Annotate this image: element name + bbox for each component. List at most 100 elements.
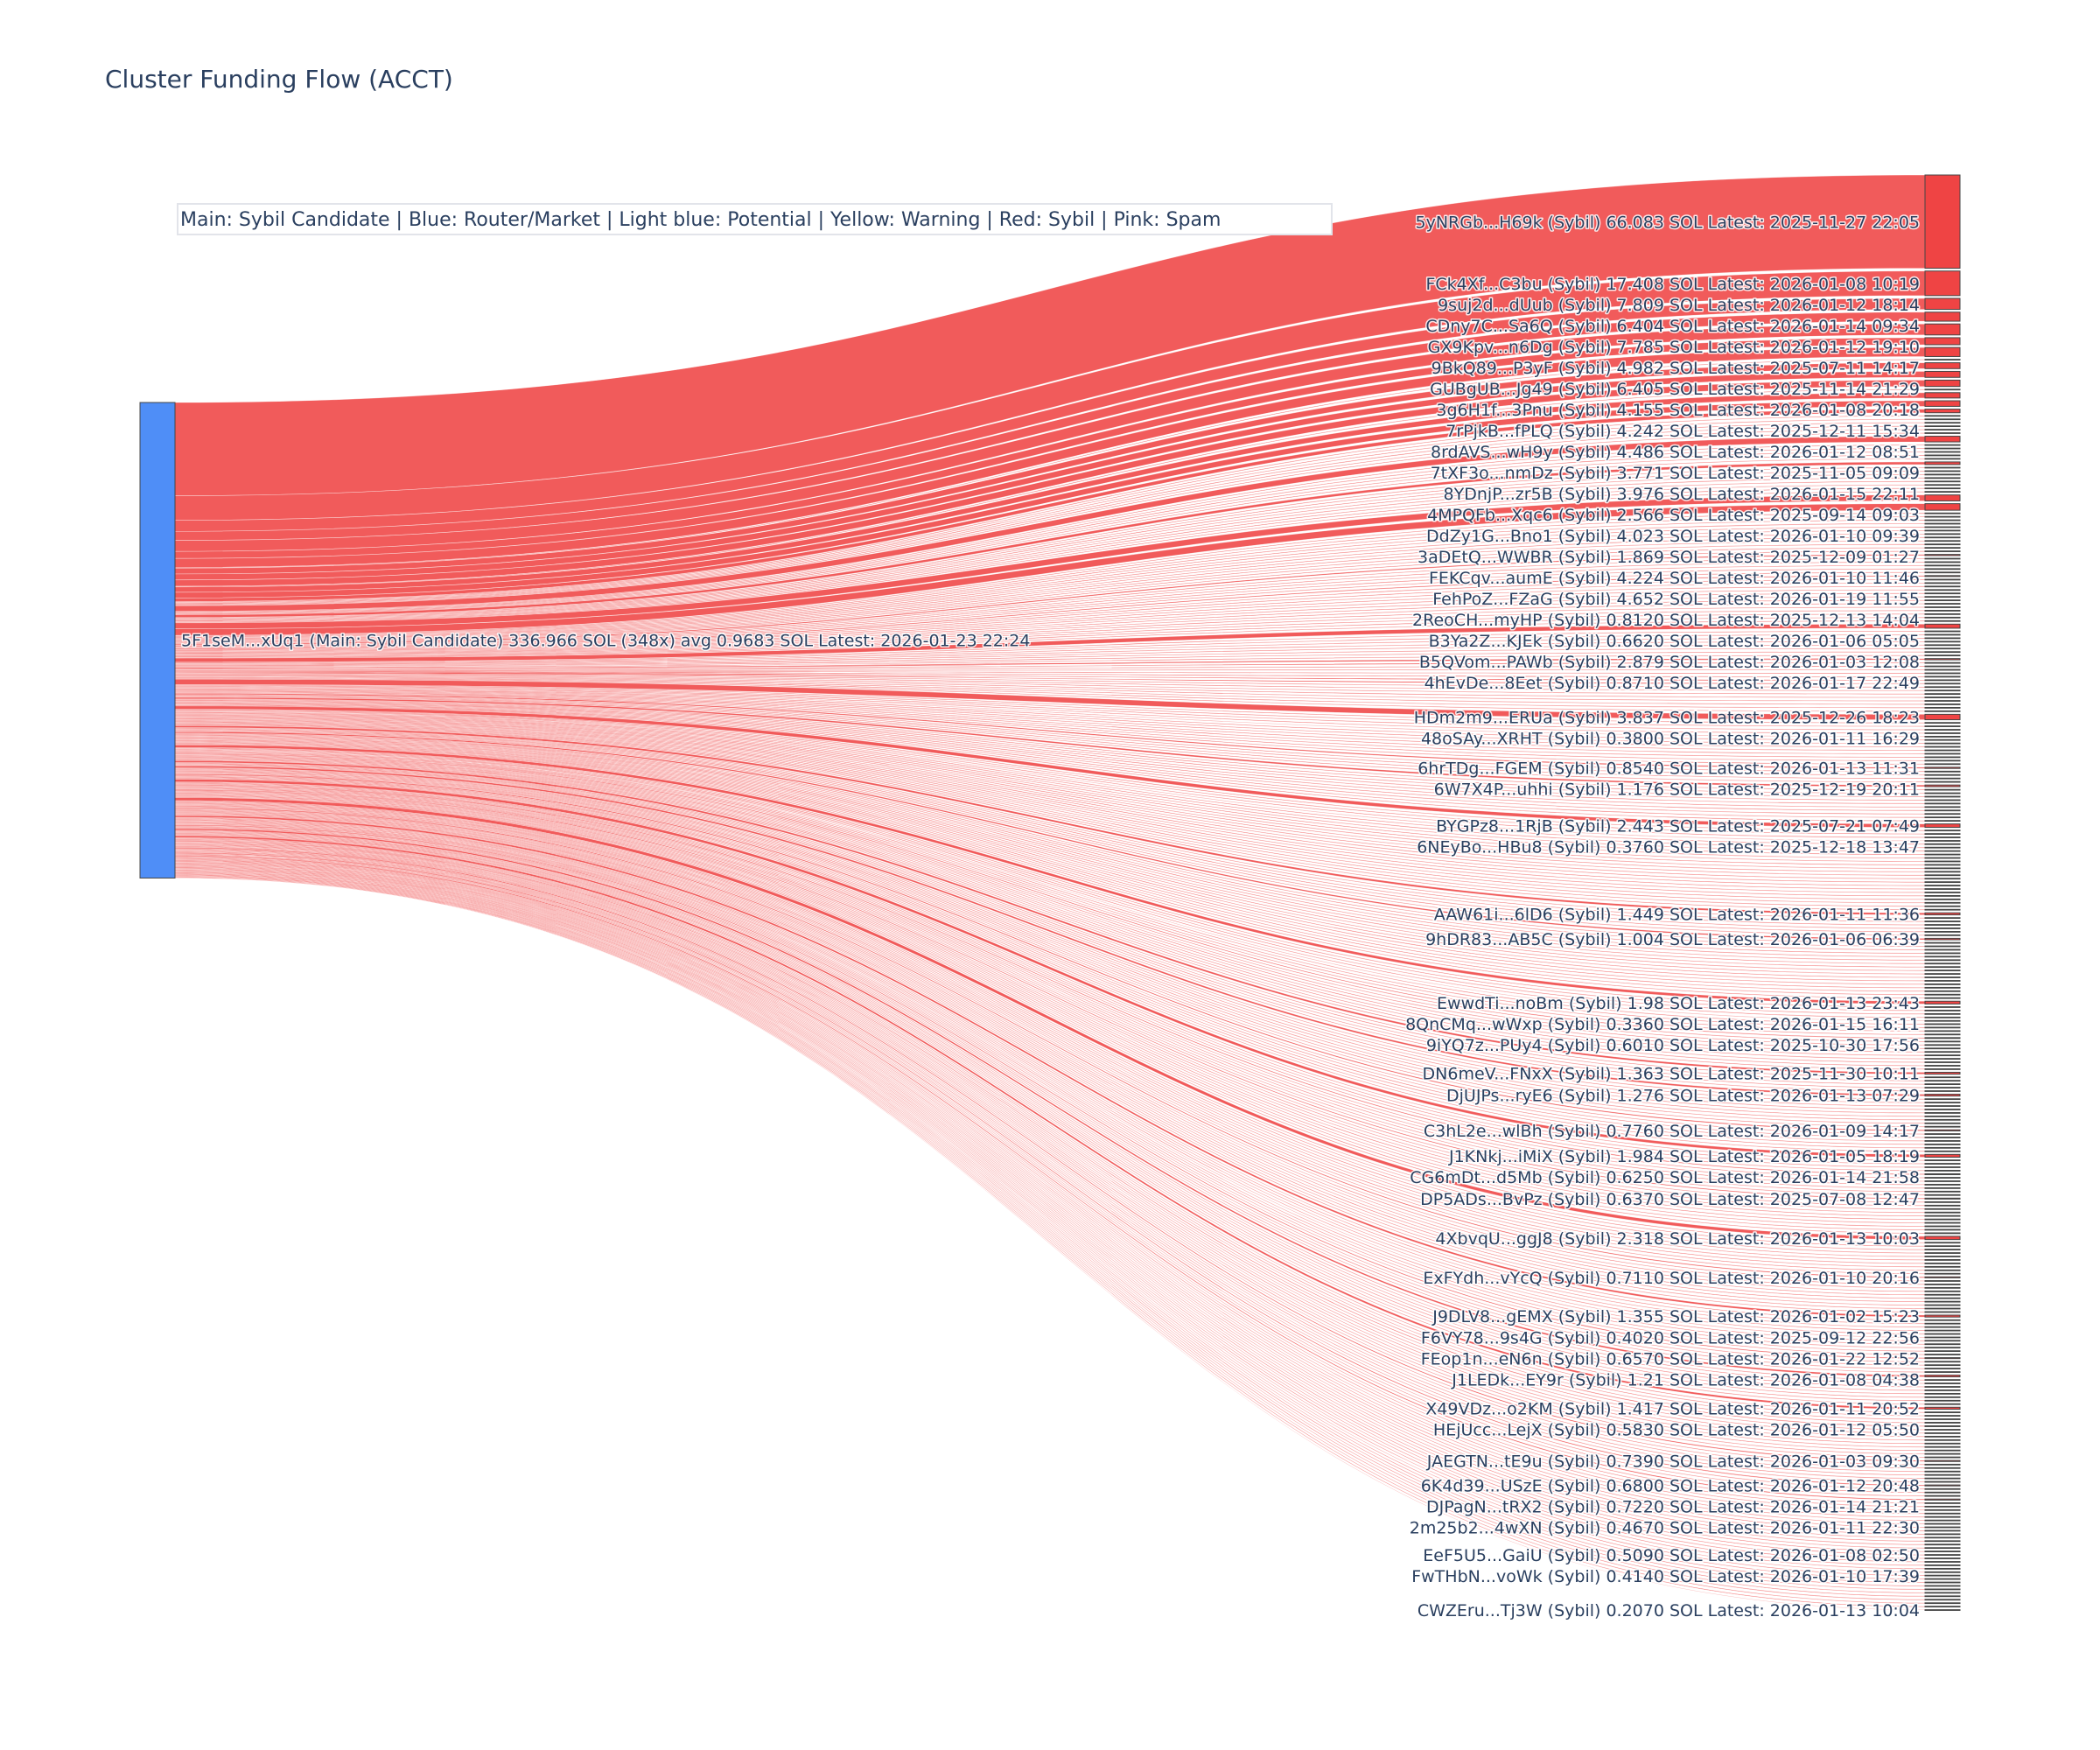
target-node[interactable]	[1924, 1047, 1961, 1050]
target-node[interactable]	[1924, 1578, 1961, 1580]
target-node[interactable]	[1924, 484, 1961, 486]
target-node[interactable]	[1924, 696, 1961, 698]
target-node[interactable]	[1924, 1051, 1961, 1054]
target-node[interactable]	[1924, 651, 1961, 654]
target-node[interactable]	[1924, 710, 1961, 712]
target-node[interactable]	[1924, 1452, 1961, 1455]
target-node[interactable]	[1924, 610, 1961, 612]
target-node[interactable]	[1924, 682, 1961, 685]
target-node[interactable]	[1924, 630, 1961, 633]
target-node[interactable]	[1924, 536, 1961, 539]
target-node[interactable]	[1924, 1558, 1961, 1559]
target-node[interactable]	[1924, 1016, 1961, 1018]
target-node[interactable]	[1924, 1098, 1961, 1101]
target-node[interactable]	[1924, 917, 1961, 920]
target-node[interactable]	[1924, 706, 1961, 709]
target-node[interactable]	[1924, 526, 1961, 528]
target-node[interactable]	[1924, 1286, 1961, 1289]
target-node[interactable]	[1924, 746, 1961, 748]
target-node[interactable]	[1924, 1019, 1961, 1022]
target-node[interactable]	[1924, 1180, 1961, 1182]
source-node[interactable]	[139, 402, 176, 878]
target-node[interactable]	[1924, 756, 1961, 759]
target-node[interactable]	[1924, 860, 1961, 863]
target-node[interactable]	[1924, 1150, 1961, 1152]
target-node[interactable]	[1924, 713, 1961, 721]
target-node[interactable]	[1924, 603, 1961, 605]
target-node[interactable]	[1924, 881, 1961, 884]
target-node[interactable]	[1924, 1322, 1961, 1325]
target-node[interactable]	[1924, 1357, 1961, 1360]
target-node[interactable]	[1924, 1000, 1961, 1004]
target-node[interactable]	[1924, 774, 1961, 776]
target-node[interactable]	[1924, 547, 1961, 550]
target-node[interactable]	[1924, 654, 1961, 657]
target-node[interactable]	[1924, 1326, 1961, 1328]
target-node[interactable]	[1924, 1519, 1961, 1522]
target-node[interactable]	[1924, 1550, 1961, 1552]
target-node[interactable]	[1924, 519, 1961, 522]
target-node[interactable]	[1924, 473, 1961, 476]
target-node[interactable]	[1924, 589, 1961, 592]
target-node[interactable]	[1924, 742, 1961, 745]
target-node[interactable]	[1924, 388, 1961, 391]
target-node[interactable]	[1924, 1554, 1961, 1556]
target-node[interactable]	[1924, 466, 1961, 469]
target-node[interactable]	[1924, 836, 1961, 838]
target-node[interactable]	[1924, 1083, 1961, 1085]
target-node[interactable]	[1924, 512, 1961, 514]
target-node[interactable]	[1924, 830, 1961, 832]
target-node[interactable]	[1924, 494, 1961, 501]
target-node[interactable]	[1924, 1058, 1961, 1060]
target-node[interactable]	[1924, 1340, 1961, 1342]
target-node[interactable]	[1924, 270, 1961, 297]
target-node[interactable]	[1924, 1494, 1961, 1497]
target-node[interactable]	[1924, 561, 1961, 564]
target-node[interactable]	[1924, 362, 1961, 369]
target-node[interactable]	[1924, 370, 1961, 378]
target-node[interactable]	[1924, 1484, 1961, 1487]
target-node[interactable]	[1924, 1354, 1961, 1355]
target-node[interactable]	[1924, 1133, 1961, 1135]
target-node[interactable]	[1924, 522, 1961, 525]
target-node[interactable]	[1924, 1094, 1961, 1097]
target-node[interactable]	[1924, 444, 1961, 446]
target-node[interactable]	[1924, 846, 1961, 849]
target-node[interactable]	[1924, 1118, 1961, 1121]
target-node[interactable]	[1924, 1204, 1961, 1207]
target-node[interactable]	[1924, 792, 1961, 794]
target-node[interactable]	[1924, 1595, 1961, 1598]
target-node[interactable]	[1924, 1456, 1961, 1459]
target-node[interactable]	[1924, 1218, 1961, 1221]
target-node[interactable]	[1924, 1522, 1961, 1525]
target-node[interactable]	[1924, 1364, 1961, 1367]
target-node[interactable]	[1924, 1026, 1961, 1029]
target-node[interactable]	[1924, 901, 1961, 904]
target-node[interactable]	[1924, 1186, 1961, 1189]
target-node[interactable]	[1924, 874, 1961, 877]
target-node[interactable]	[1924, 1236, 1961, 1241]
target-node[interactable]	[1924, 823, 1961, 829]
target-node[interactable]	[1924, 1442, 1961, 1445]
target-node[interactable]	[1924, 578, 1961, 581]
target-node[interactable]	[1924, 1208, 1961, 1210]
target-node[interactable]	[1924, 1177, 1961, 1179]
target-node[interactable]	[1924, 760, 1961, 762]
target-node[interactable]	[1924, 422, 1961, 424]
target-node[interactable]	[1924, 658, 1961, 661]
target-node[interactable]	[1924, 853, 1961, 856]
target-node[interactable]	[1924, 477, 1961, 480]
target-node[interactable]	[1924, 1102, 1961, 1103]
target-node[interactable]	[1924, 1284, 1961, 1285]
target-node[interactable]	[1924, 1382, 1961, 1384]
target-node[interactable]	[1924, 966, 1961, 969]
target-node[interactable]	[1924, 1432, 1961, 1434]
target-node[interactable]	[1924, 1200, 1961, 1203]
target-node[interactable]	[1924, 1256, 1961, 1257]
target-node[interactable]	[1924, 722, 1961, 724]
target-node[interactable]	[1924, 461, 1961, 466]
target-node[interactable]	[1924, 956, 1961, 958]
target-node[interactable]	[1924, 623, 1961, 629]
target-node[interactable]	[1924, 1422, 1961, 1424]
target-node[interactable]	[1924, 503, 1961, 511]
